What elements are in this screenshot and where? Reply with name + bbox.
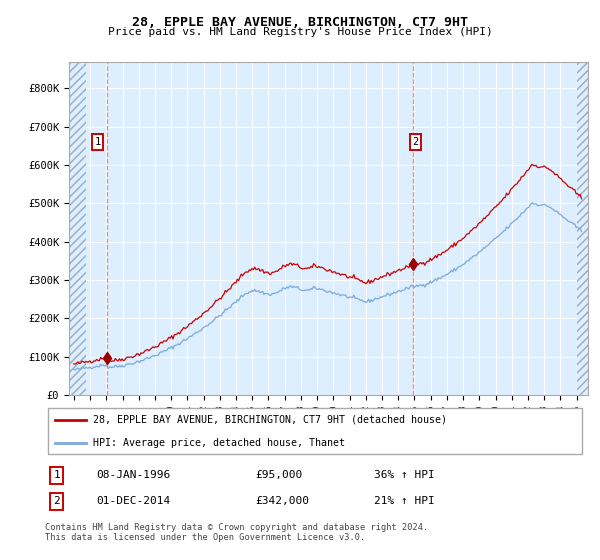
Text: 2: 2: [412, 137, 419, 147]
Text: 2: 2: [53, 496, 60, 506]
Text: 21% ↑ HPI: 21% ↑ HPI: [374, 496, 435, 506]
Text: £95,000: £95,000: [256, 470, 303, 480]
Text: 1: 1: [53, 470, 60, 480]
Bar: [577, 62, 588, 395]
Text: 1: 1: [95, 137, 101, 147]
Text: Contains HM Land Registry data © Crown copyright and database right 2024.
This d: Contains HM Land Registry data © Crown c…: [45, 522, 428, 542]
Text: £342,000: £342,000: [256, 496, 310, 506]
Text: HPI: Average price, detached house, Thanet: HPI: Average price, detached house, Than…: [92, 438, 344, 448]
Text: 36% ↑ HPI: 36% ↑ HPI: [374, 470, 435, 480]
Bar: [69, 62, 86, 395]
FancyBboxPatch shape: [48, 408, 582, 454]
Text: 01-DEC-2014: 01-DEC-2014: [96, 496, 170, 506]
Text: Price paid vs. HM Land Registry's House Price Index (HPI): Price paid vs. HM Land Registry's House …: [107, 27, 493, 37]
Text: 28, EPPLE BAY AVENUE, BIRCHINGTON, CT7 9HT (detached house): 28, EPPLE BAY AVENUE, BIRCHINGTON, CT7 9…: [92, 414, 446, 424]
Text: 08-JAN-1996: 08-JAN-1996: [96, 470, 170, 480]
Text: 28, EPPLE BAY AVENUE, BIRCHINGTON, CT7 9HT: 28, EPPLE BAY AVENUE, BIRCHINGTON, CT7 9…: [132, 16, 468, 29]
